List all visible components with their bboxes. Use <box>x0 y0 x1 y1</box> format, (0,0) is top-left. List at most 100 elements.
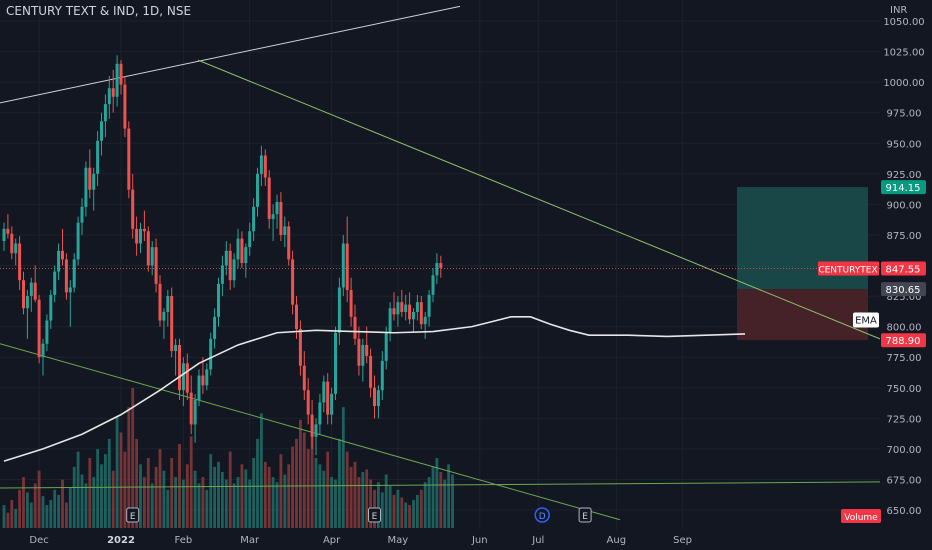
event-marker-label: E <box>582 512 588 522</box>
symbol-tag-label: CENTURYTEX <box>818 265 877 275</box>
chart-title: CENTURY TEXT & IND, 1D, NSE <box>6 4 192 18</box>
volume-bar <box>248 479 252 528</box>
time-axis-bg <box>0 530 932 550</box>
volume-bar <box>26 492 29 528</box>
volume-bar <box>18 489 21 528</box>
candle-body <box>337 287 341 333</box>
candle-body <box>357 338 361 366</box>
volume-bar <box>135 438 138 528</box>
candle-body <box>49 294 53 321</box>
candle-body <box>170 296 174 352</box>
candle-body <box>240 238 244 264</box>
time-tick-label: May <box>388 535 409 546</box>
volume-bar <box>131 388 135 528</box>
candle-body <box>271 214 275 220</box>
volume-bar <box>396 489 400 528</box>
price-tags: 914.15 CENTURYTEX 847.55 830.65 788.90 Volume <box>818 180 926 523</box>
volume-bar <box>119 432 123 528</box>
volume-bar <box>205 489 209 528</box>
volume-bar <box>139 464 142 528</box>
volume-bar <box>45 505 49 528</box>
candle-body <box>392 308 396 315</box>
price-tick-label: 675.00 <box>887 475 922 486</box>
volume-bar <box>295 438 298 528</box>
candle-body <box>314 424 318 437</box>
candle-body <box>295 304 298 330</box>
volume-bar <box>314 458 318 528</box>
volume-bar <box>447 464 450 528</box>
price-tag-label: 830.65 <box>886 285 921 296</box>
volume-bar <box>41 496 45 528</box>
candle-body <box>103 104 107 122</box>
volume-bar <box>111 470 115 528</box>
volume-bar <box>92 477 96 528</box>
earnings-marker <box>368 507 381 523</box>
candle-body <box>353 316 357 339</box>
volume-bar <box>213 466 216 528</box>
candle-body <box>135 228 139 244</box>
price-tick-label: 875.00 <box>887 231 922 242</box>
candle-body <box>279 201 283 235</box>
candle-body <box>291 259 295 305</box>
volume-bar <box>377 482 380 528</box>
volume-bar <box>345 451 349 528</box>
time-axis[interactable]: Dec 2022 Feb Mar Apr May Jun Jul Aug Sep <box>0 530 932 550</box>
volume-bar <box>68 487 72 528</box>
price-tick-label: 750.00 <box>887 384 922 395</box>
candle-body <box>423 316 427 325</box>
volume-bar <box>224 479 228 528</box>
volume-bar <box>166 489 170 528</box>
volume-bar <box>427 477 431 528</box>
volume-bar <box>392 494 396 528</box>
volume-bar <box>221 472 224 528</box>
volume-bar <box>275 482 279 528</box>
volume-bar <box>271 477 275 528</box>
event-marker-label: E <box>372 512 378 522</box>
candle-body <box>111 88 115 97</box>
volume-bar <box>6 512 10 528</box>
candle-body <box>259 155 263 174</box>
volume-bar <box>404 502 408 528</box>
price-tick-label: 950.00 <box>887 139 922 150</box>
candle-body <box>217 283 220 317</box>
candle-body <box>232 259 236 281</box>
price-tick-label: 1025.00 <box>883 48 924 59</box>
candle-body <box>119 63 123 85</box>
candle-body <box>400 302 404 312</box>
candle-body <box>139 228 142 244</box>
price-tag-bg <box>881 333 926 348</box>
candle-body <box>349 289 353 317</box>
candle-body <box>6 228 10 234</box>
candle-body <box>287 226 291 260</box>
price-tick-label: 800.00 <box>887 323 922 334</box>
volume-bar <box>228 451 232 528</box>
candle-body <box>341 243 345 288</box>
volume-bar <box>14 508 18 528</box>
price-tick-label: 925.00 <box>887 170 922 181</box>
volume-bar <box>154 466 158 528</box>
volume-bar <box>146 458 150 528</box>
candle-body <box>334 332 337 394</box>
symbol-tag-bg <box>818 261 879 276</box>
ema-polyline <box>3 316 746 462</box>
volume-bar <box>330 477 333 528</box>
volume-bar <box>197 483 201 528</box>
candle-body <box>209 338 213 370</box>
candle-body <box>154 247 158 284</box>
price-tag-label: 788.90 <box>886 336 921 347</box>
volume-bar <box>65 502 68 528</box>
price-tick-label: 700.00 <box>887 445 922 456</box>
candle-body <box>369 355 373 388</box>
candle-body <box>146 231 150 266</box>
volume-bar <box>107 438 111 528</box>
volume-bar <box>150 483 154 528</box>
candle-body <box>178 344 181 391</box>
candle-body <box>310 414 314 437</box>
candle-body <box>88 167 92 190</box>
time-tick-label: Jul <box>531 535 544 546</box>
candle-body <box>306 390 310 415</box>
volume-bar <box>419 489 423 528</box>
candle-body <box>361 344 365 366</box>
time-tick-label: 2022 <box>107 535 135 546</box>
